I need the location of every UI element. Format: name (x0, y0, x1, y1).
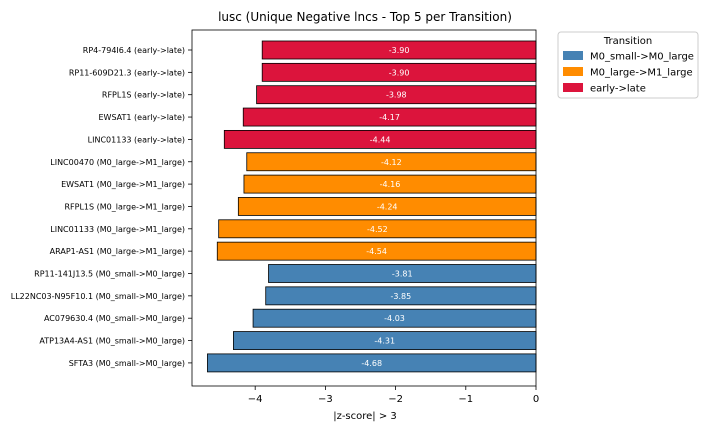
bar-value-label: -3.90 (389, 68, 410, 77)
legend-entry-label: early->late (590, 84, 646, 95)
bar-value-label: -4.12 (381, 158, 402, 167)
y-tick-label: LINC01133 (early->late) (88, 135, 185, 144)
y-tick-label: LINC01133 (M0_large->M1_large) (50, 225, 185, 234)
y-tick-label: EWSAT1 (M0_large->M1_large) (61, 180, 185, 189)
bar-value-label: -4.54 (366, 247, 387, 256)
legend-entry-label: M0_small->M0_large (590, 52, 694, 63)
legend-swatch (563, 51, 583, 60)
bar-value-label: -4.31 (374, 337, 395, 346)
legend: Transition M0_small->M0_large M0_large->M1… (557, 31, 699, 99)
bar-value-label: -3.85 (391, 292, 412, 301)
legend-box (557, 31, 699, 99)
y-tick-label: RP4-794I6.4 (early->late) (83, 46, 185, 55)
y-tick-label: ARAP1-AS1 (M0_large->M1_large) (50, 247, 185, 256)
y-tick-label: SFTA3 (M0_small->M0_large) (69, 359, 185, 368)
legend-swatch (563, 83, 583, 92)
axes-layer: RP4-794I6.4 (early->late) RP11-609D21.3 (… (11, 29, 539, 405)
y-tick-label: RFPL1S (early->late) (102, 91, 185, 100)
bar-value-label: -3.90 (389, 46, 410, 55)
y-tick-label: AC079630.4 (M0_small->M0_large) (44, 314, 185, 323)
x-tick-label: −2 (388, 394, 403, 405)
y-tick-label: ATP13A4-AS1 (M0_small->M0_large) (39, 337, 185, 346)
legend-entry-label: M0_large->M1_large (590, 68, 693, 79)
bar-value-label: -4.17 (379, 113, 400, 122)
plot-frame (191, 29, 537, 387)
y-tick-label: LL22NC03-N95F10.1 (M0_small->M0_large) (11, 292, 185, 301)
bar-value-label: -3.98 (386, 91, 407, 100)
x-tick-label: 0 (533, 394, 539, 405)
x-tick-label: −3 (318, 394, 333, 405)
y-tick-label: RFPL1S (M0_large->M1_large) (64, 202, 185, 211)
bar-value-label: -4.03 (384, 314, 405, 323)
bar-value-label: -4.44 (370, 135, 391, 144)
bar-value-label: -3.81 (392, 270, 413, 279)
x-tick-label: −1 (458, 394, 473, 405)
chart-title: lusc (Unique Negative lncs - Top 5 per T… (218, 10, 512, 24)
bars-layer: -3.90 -3.90 -3.98 -4.17 -4.44 -4.12 -4.16 -4.24… (207, 40, 537, 373)
bar-value-label: -4.16 (380, 180, 401, 189)
bar-value-label: -4.68 (361, 359, 382, 368)
legend-swatch (563, 67, 583, 76)
y-tick-label: LINC00470 (M0_large->M1_large) (50, 158, 185, 167)
legend-title: Transition (603, 36, 652, 47)
bar-value-label: -4.24 (377, 202, 398, 211)
x-tick-label: −4 (248, 394, 263, 405)
y-tick-label: RP11-609D21.3 (early->late) (69, 68, 185, 77)
y-tick-label: RP11-141J13.5 (M0_small->M0_large) (34, 270, 185, 279)
bar-value-label: -4.52 (367, 225, 388, 234)
y-tick-label: EWSAT1 (early->late) (98, 113, 185, 122)
x-axis-label: |z-score| > 3 (333, 411, 397, 422)
